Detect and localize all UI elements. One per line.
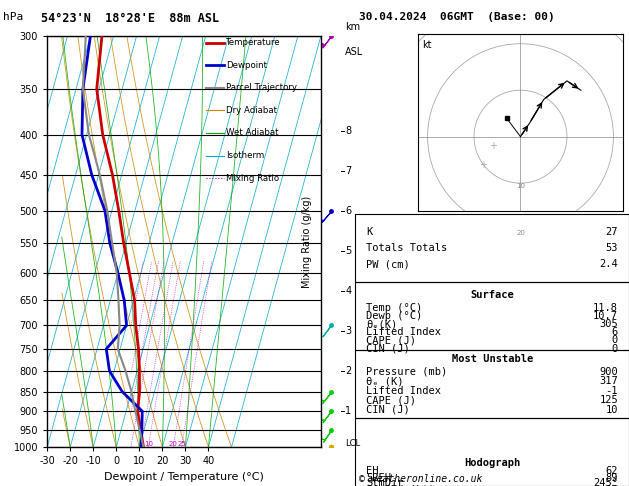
Text: θₑ (K): θₑ (K) — [366, 376, 404, 386]
Text: © weatheronline.co.uk: © weatheronline.co.uk — [359, 473, 482, 484]
Text: Mixing Ratio: Mixing Ratio — [226, 174, 279, 183]
Text: SREH: SREH — [366, 473, 391, 483]
Text: EH: EH — [366, 466, 379, 476]
Text: 17: 17 — [606, 485, 618, 486]
Text: 5: 5 — [345, 246, 352, 256]
Text: CIN (J): CIN (J) — [366, 405, 410, 415]
Text: 245°: 245° — [593, 478, 618, 486]
Text: 900: 900 — [599, 367, 618, 377]
Text: 11.8: 11.8 — [593, 303, 618, 312]
Text: PW (cm): PW (cm) — [366, 259, 410, 269]
Text: LCL: LCL — [345, 439, 360, 448]
Text: Dry Adiabat: Dry Adiabat — [226, 106, 277, 115]
Text: Dewpoint: Dewpoint — [226, 61, 267, 69]
Text: 20: 20 — [169, 441, 178, 447]
Text: 54°23'N  18°28'E  88m ASL: 54°23'N 18°28'E 88m ASL — [41, 12, 219, 25]
Text: ASL: ASL — [345, 47, 364, 57]
X-axis label: Dewpoint / Temperature (°C): Dewpoint / Temperature (°C) — [104, 472, 264, 482]
Text: Dewp (°C): Dewp (°C) — [366, 311, 423, 321]
Text: 25: 25 — [177, 441, 186, 447]
Text: kt: kt — [423, 40, 432, 50]
Text: 53: 53 — [606, 243, 618, 253]
Text: Temperature: Temperature — [226, 38, 281, 47]
Text: CAPE (J): CAPE (J) — [366, 395, 416, 405]
Text: 6: 6 — [612, 327, 618, 337]
Text: 89: 89 — [606, 473, 618, 483]
Text: 27: 27 — [606, 226, 618, 237]
Text: Pressure (mb): Pressure (mb) — [366, 367, 448, 377]
Text: K: K — [366, 226, 372, 237]
Text: Isotherm: Isotherm — [226, 151, 265, 160]
Text: -1: -1 — [606, 386, 618, 396]
Text: Hodograph: Hodograph — [464, 458, 520, 468]
Text: 3: 3 — [345, 326, 351, 336]
Text: 317: 317 — [599, 376, 618, 386]
Text: Mixing Ratio (g/kg): Mixing Ratio (g/kg) — [302, 196, 312, 288]
Text: 8: 8 — [345, 125, 351, 136]
Text: CAPE (J): CAPE (J) — [366, 335, 416, 346]
Text: 7: 7 — [345, 166, 352, 176]
Text: Parcel Trajectory: Parcel Trajectory — [226, 83, 298, 92]
Text: 10.7: 10.7 — [593, 311, 618, 321]
Text: 2: 2 — [345, 366, 352, 376]
Text: Lifted Index: Lifted Index — [366, 386, 442, 396]
Text: Totals Totals: Totals Totals — [366, 243, 448, 253]
Text: 1: 1 — [345, 406, 351, 417]
Text: 125: 125 — [599, 395, 618, 405]
Text: Wet Adiabat: Wet Adiabat — [226, 128, 279, 138]
Text: Most Unstable: Most Unstable — [452, 354, 533, 364]
Text: Surface: Surface — [470, 291, 514, 300]
Text: 4: 4 — [345, 286, 351, 296]
Text: Lifted Index: Lifted Index — [366, 327, 442, 337]
Text: 30.04.2024  06GMT  (Base: 00): 30.04.2024 06GMT (Base: 00) — [359, 12, 554, 22]
Text: StmSpd (kt): StmSpd (kt) — [366, 485, 435, 486]
Text: 10: 10 — [606, 405, 618, 415]
Text: 2.4: 2.4 — [599, 259, 618, 269]
Text: 62: 62 — [606, 466, 618, 476]
Text: 305: 305 — [599, 319, 618, 329]
Text: θₑ(K): θₑ(K) — [366, 319, 398, 329]
Text: StmDir: StmDir — [366, 478, 404, 486]
Text: CIN (J): CIN (J) — [366, 344, 410, 353]
Text: 10: 10 — [516, 183, 525, 189]
Text: +: + — [489, 141, 497, 151]
Text: km: km — [345, 22, 360, 33]
Text: 0: 0 — [612, 335, 618, 346]
Text: Temp (°C): Temp (°C) — [366, 303, 423, 312]
Text: +: + — [479, 159, 487, 170]
Text: 20: 20 — [516, 229, 525, 236]
Text: 10: 10 — [143, 441, 153, 447]
Text: hPa: hPa — [3, 12, 23, 22]
Text: 6: 6 — [345, 206, 351, 216]
Text: 0: 0 — [612, 344, 618, 353]
